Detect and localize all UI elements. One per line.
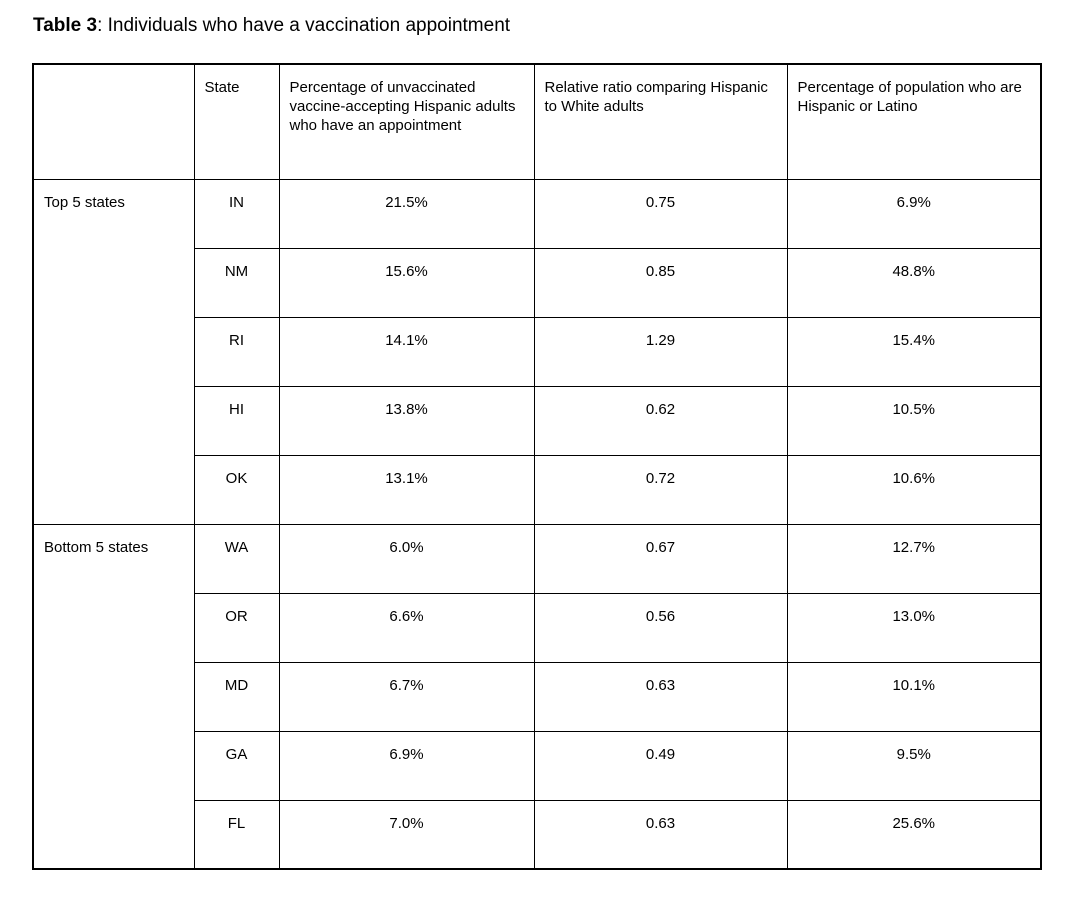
pct-population-cell: 10.5% (786, 385, 1042, 456)
relative-ratio-cell: 0.63 (533, 661, 788, 732)
state-cell: RI (193, 316, 280, 387)
relative-ratio-cell: 0.67 (533, 523, 788, 594)
header-state: State (193, 63, 280, 180)
pct-appointment-cell: 15.6% (278, 247, 535, 318)
pct-population-cell: 13.0% (786, 592, 1042, 663)
table-row: OK 13.1% 0.72 10.6% (33, 454, 1042, 525)
pct-population-cell: 12.7% (786, 523, 1042, 594)
table-title: Table 3: Individuals who have a vaccinat… (33, 14, 510, 38)
pct-appointment-cell: 6.6% (278, 592, 535, 663)
pct-appointment-cell: 6.9% (278, 730, 535, 801)
state-cell: NM (193, 247, 280, 318)
pct-population-cell: 48.8% (786, 247, 1042, 318)
pct-appointment-cell: 13.8% (278, 385, 535, 456)
pct-appointment-cell: 13.1% (278, 454, 535, 525)
relative-ratio-cell: 0.72 (533, 454, 788, 525)
pct-population-cell: 25.6% (786, 799, 1042, 870)
pct-appointment-cell: 14.1% (278, 316, 535, 387)
table-row: MD 6.7% 0.63 10.1% (33, 661, 1042, 732)
relative-ratio-cell: 0.49 (533, 730, 788, 801)
table-title-text: : Individuals who have a vaccination app… (97, 15, 511, 36)
table-row: HI 13.8% 0.62 10.5% (33, 385, 1042, 456)
pct-appointment-cell: 21.5% (278, 178, 535, 249)
table-row: RI 14.1% 1.29 15.4% (33, 316, 1042, 387)
pct-population-cell: 15.4% (786, 316, 1042, 387)
relative-ratio-cell: 0.85 (533, 247, 788, 318)
table-header-row: State Percentage of unvaccinated vaccine… (32, 63, 1042, 180)
relative-ratio-cell: 1.29 (533, 316, 788, 387)
state-cell: FL (193, 799, 280, 870)
table-row: NM 15.6% 0.85 48.8% (33, 247, 1042, 318)
state-cell: GA (193, 730, 280, 801)
group-label-bottom5: Bottom 5 states (32, 523, 195, 870)
table-row: GA 6.9% 0.49 9.5% (33, 730, 1042, 801)
state-cell: OK (193, 454, 280, 525)
relative-ratio-cell: 0.75 (533, 178, 788, 249)
pct-population-cell: 9.5% (786, 730, 1042, 801)
pct-appointment-cell: 7.0% (278, 799, 535, 870)
state-cell: HI (193, 385, 280, 456)
header-relative-ratio: Relative ratio comparing Hispanic to Whi… (533, 63, 788, 180)
state-cell: WA (193, 523, 280, 594)
header-pct-appointment: Percentage of unvaccinated vaccine-accep… (278, 63, 535, 180)
pct-population-cell: 6.9% (786, 178, 1042, 249)
table-title-label: Table 3 (33, 15, 98, 36)
corner-cell (32, 63, 195, 180)
pct-population-cell: 10.6% (786, 454, 1042, 525)
table-row: Bottom 5 states WA 6.0% 0.67 12.7% (32, 523, 1042, 870)
table-row: Top 5 states IN 21.5% 0.75 6.9% (32, 178, 1042, 525)
vaccination-appointment-table: State Percentage of unvaccinated vaccine… (32, 63, 1042, 870)
group-label-top5: Top 5 states (32, 178, 195, 525)
pct-appointment-cell: 6.7% (278, 661, 535, 732)
state-cell: OR (193, 592, 280, 663)
table-row: OR 6.6% 0.56 13.0% (33, 592, 1042, 663)
state-cell: MD (193, 661, 280, 732)
pct-appointment-cell: 6.0% (278, 523, 535, 594)
relative-ratio-cell: 0.62 (533, 385, 788, 456)
table-row: FL 7.0% 0.63 25.6% (33, 799, 1042, 870)
relative-ratio-cell: 0.63 (533, 799, 788, 870)
state-cell: IN (193, 178, 280, 249)
header-pct-population: Percentage of population who are Hispani… (786, 63, 1042, 180)
relative-ratio-cell: 0.56 (533, 592, 788, 663)
pct-population-cell: 10.1% (786, 661, 1042, 732)
